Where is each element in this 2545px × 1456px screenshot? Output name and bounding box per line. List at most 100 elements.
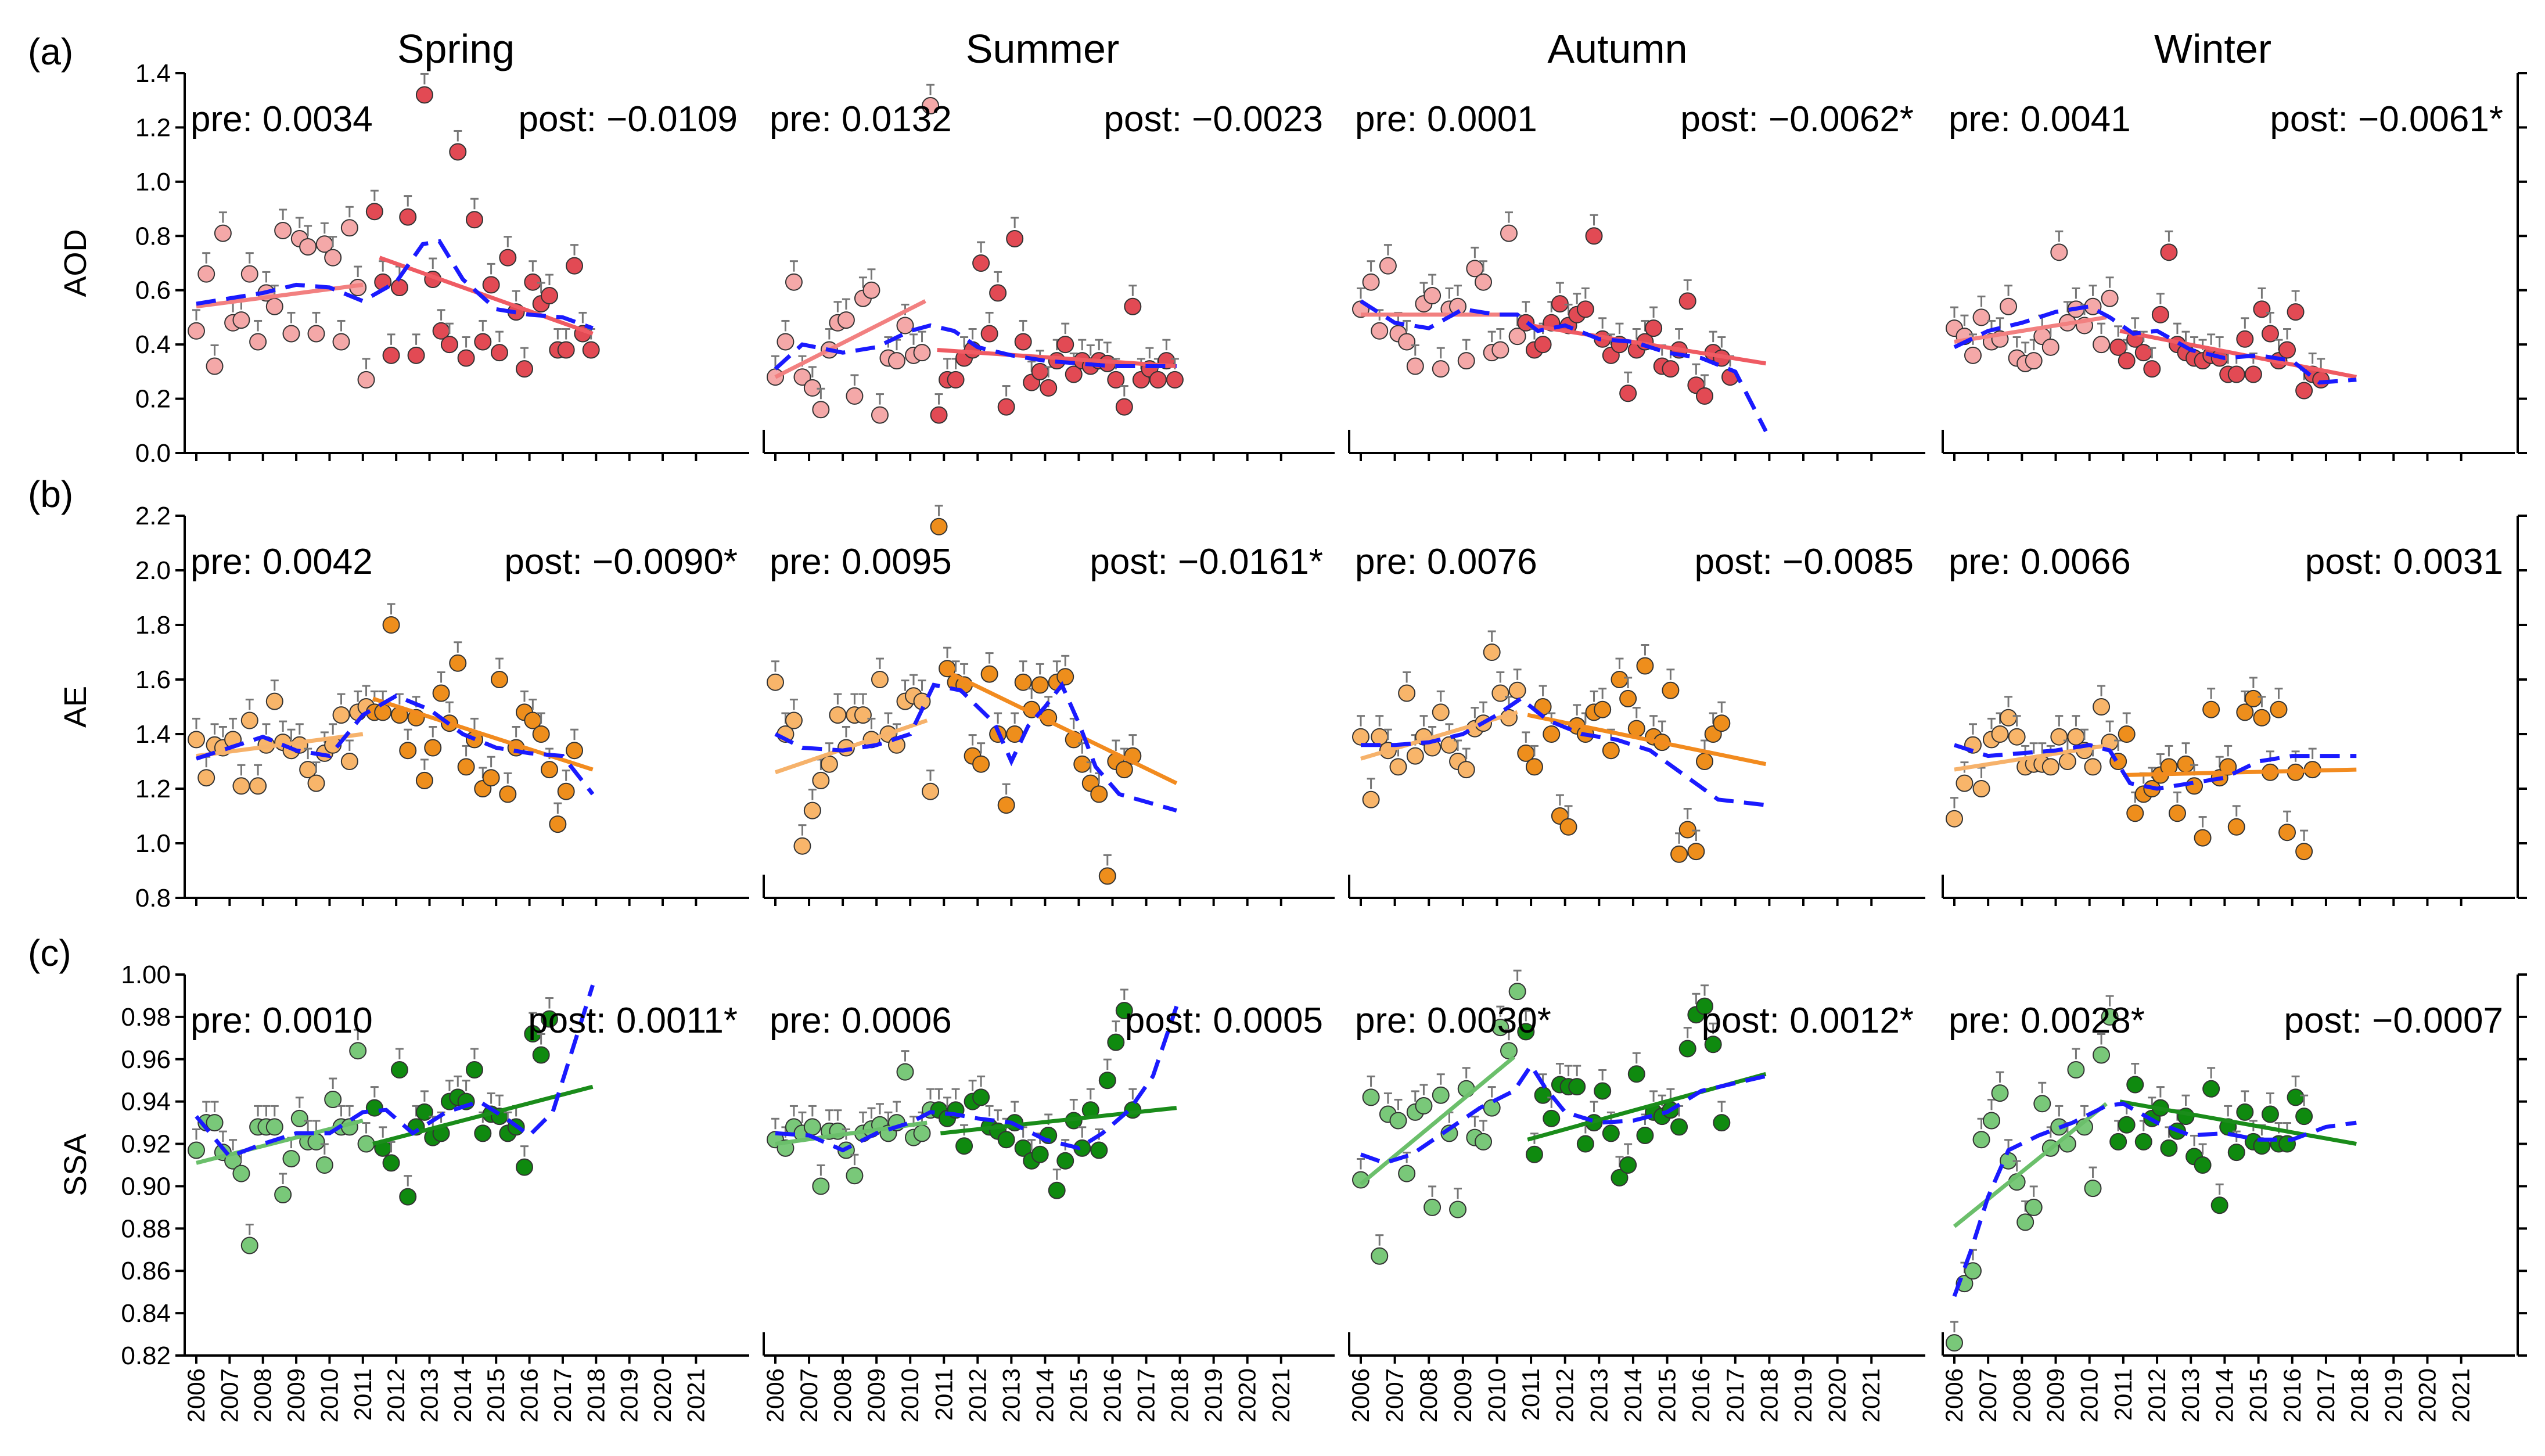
data-point: [474, 1124, 492, 1142]
data-point: [2261, 1105, 2279, 1123]
data-point: [382, 616, 400, 634]
x-tick-label: 2008: [1415, 1368, 1442, 1422]
data-point: [1670, 845, 1688, 863]
data-point: [1014, 333, 1032, 351]
data-point: [2118, 725, 2136, 743]
data-point: [2008, 728, 2026, 746]
data-point: [299, 238, 317, 256]
data-point: [1166, 371, 1184, 389]
data-point: [2118, 352, 2136, 370]
data-point: [1440, 736, 1458, 754]
pre-trend-label: pre: 0.0028*: [1949, 1001, 2145, 1041]
smoothed-curve: [195, 984, 595, 1159]
pre-trend-label: pre: 0.0066: [1949, 542, 2131, 582]
y-tick-label: 1.00: [121, 961, 171, 989]
data-point: [930, 517, 948, 535]
data-point: [197, 265, 215, 283]
x-tick-label: 2014: [2210, 1368, 2238, 1422]
data-point: [2134, 344, 2152, 362]
data-point: [1098, 867, 1116, 885]
data-point: [972, 755, 990, 773]
data-point: [2278, 341, 2296, 359]
data-point: [887, 352, 905, 370]
data-point: [1457, 352, 1475, 370]
data-point: [2194, 829, 2212, 847]
data-point: [793, 837, 811, 855]
x-tick-label: 2013: [1585, 1368, 1612, 1422]
x-tick-label: 2011: [930, 1368, 957, 1421]
x-tick-label: 2012: [964, 1368, 991, 1422]
x-tick-label: 2013: [416, 1368, 443, 1422]
data-point: [240, 1236, 258, 1254]
x-tick-label: 2018: [2346, 1368, 2373, 1422]
data-point: [1619, 1156, 1637, 1174]
data-point: [1475, 1133, 1493, 1151]
x-tick-label: 2014: [449, 1368, 476, 1422]
data-point: [803, 1118, 821, 1136]
data-point: [871, 406, 889, 424]
data-point: [188, 322, 205, 340]
data-point: [1031, 362, 1049, 380]
x-tick-label: 2018: [1755, 1368, 1782, 1422]
panel-ae: (b) AE 0.8 1.0 1.2 1.4 1.6 1.8 2.0 2.2 pre: 0.0042…: [28, 473, 2527, 912]
data-point: [1946, 810, 1963, 828]
pre-trend-line: [196, 732, 364, 758]
data-point: [1090, 785, 1108, 803]
smoothed-curve: [775, 1005, 1179, 1153]
pre-trend-line: [1359, 1055, 1516, 1186]
data-point: [1713, 1114, 1731, 1132]
data-point: [324, 249, 342, 267]
data-point: [1500, 224, 1518, 242]
data-point: [399, 208, 417, 226]
data-point: [2244, 365, 2262, 383]
x-tick-label: 2020: [2413, 1368, 2440, 1422]
data-point: [1491, 341, 1509, 359]
x-tick-label: 2017: [1133, 1368, 1160, 1422]
pre-trend-label: pre: 0.0010: [190, 1001, 373, 1041]
data-point: [374, 703, 392, 721]
x-tick-label: 2007: [215, 1368, 243, 1422]
x-tick-label: 2008: [829, 1368, 856, 1422]
data-point: [249, 777, 267, 795]
data-point: [1594, 700, 1612, 718]
data-point: [1398, 1164, 1416, 1182]
data-point: [240, 711, 258, 729]
data-point: [566, 742, 584, 760]
data-point: [365, 203, 383, 221]
data-point: [1500, 1042, 1518, 1060]
data-point: [2177, 755, 2195, 773]
data-point: [424, 739, 442, 757]
data-point: [972, 1088, 990, 1106]
x-tick-label: 2020: [1234, 1368, 1261, 1422]
row-label-0: (a): [28, 31, 73, 73]
x-tick-label: 2010: [2076, 1368, 2103, 1422]
data-point: [980, 325, 998, 343]
data-point: [1517, 1023, 1535, 1041]
data-point: [206, 357, 224, 375]
data-point: [1006, 229, 1024, 247]
data-point: [1483, 1099, 1501, 1117]
x-tick-label: 2020: [1824, 1368, 1851, 1422]
x-tick-label: 2014: [1619, 1368, 1647, 1422]
data-point: [2084, 1180, 2102, 1198]
data-point: [896, 1063, 914, 1081]
data-point: [2000, 709, 2018, 727]
smoothed-curve: [774, 323, 1177, 371]
data-point: [1525, 1145, 1543, 1163]
data-point: [2160, 243, 2178, 261]
data-point: [197, 769, 215, 787]
data-point: [1098, 1072, 1116, 1090]
y-axis-label-aod: AOD: [58, 229, 93, 297]
data-point: [2210, 1196, 2228, 1214]
data-point: [1670, 1118, 1688, 1136]
data-point: [837, 311, 855, 329]
data-point: [812, 771, 830, 789]
season-group-winter: pre: 0.0028* post: −0.0007: [1946, 995, 2503, 1352]
data-point: [265, 1118, 283, 1136]
data-point: [1946, 1334, 1963, 1352]
post-trend-line: [1530, 323, 1767, 366]
data-point: [415, 86, 433, 104]
y-tick-label: 1.0: [135, 829, 171, 858]
x-tick-label: 2006: [1940, 1368, 1968, 1422]
smoothed-curve: [1361, 696, 1766, 807]
